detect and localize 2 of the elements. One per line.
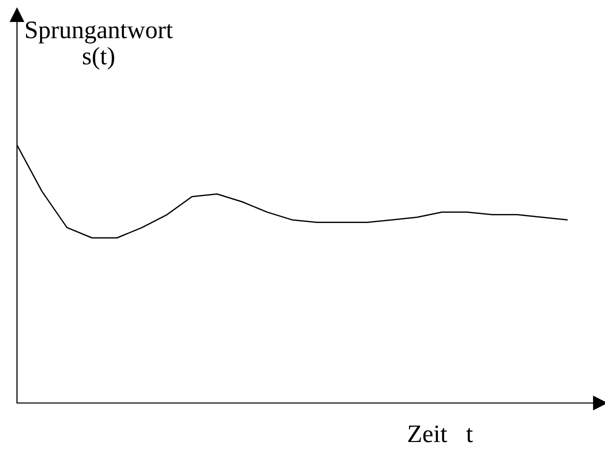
y-axis-title: Sprungantwort s(t) <box>26 22 173 70</box>
x-axis-title: Zeit t <box>408 425 473 442</box>
